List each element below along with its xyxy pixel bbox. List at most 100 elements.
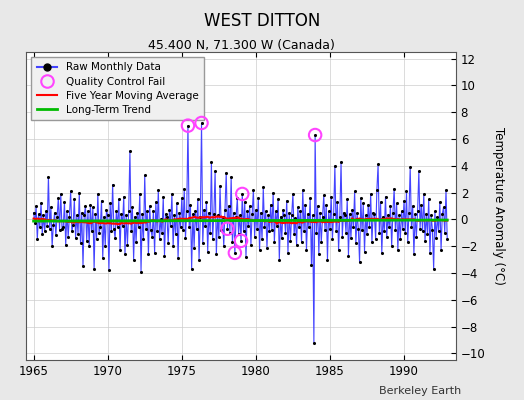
Point [147, 227, 155, 233]
Point [77, 240, 85, 247]
Point [261, 208, 270, 214]
Point [316, 210, 324, 216]
Point [238, 191, 246, 197]
Point [272, 223, 281, 229]
Point [389, 210, 397, 216]
Y-axis label: Temperature Anomaly (°C): Temperature Anomaly (°C) [492, 127, 505, 285]
Point [353, 210, 361, 216]
Point [216, 183, 224, 189]
Point [279, 207, 287, 213]
Point [121, 251, 129, 258]
Point [223, 226, 232, 232]
Point [314, 251, 323, 258]
Point [410, 251, 418, 258]
Point [291, 215, 300, 221]
Point [342, 230, 350, 236]
Point [320, 192, 328, 198]
Point [100, 214, 108, 220]
Point [242, 254, 250, 260]
Point [201, 223, 210, 229]
Point [128, 204, 137, 210]
Point [159, 194, 168, 200]
Point [263, 244, 271, 251]
Point [143, 208, 151, 214]
Point [391, 227, 400, 233]
Point [82, 238, 91, 244]
Point [96, 224, 104, 231]
Point [233, 195, 242, 201]
Point [349, 224, 357, 231]
Point [237, 238, 245, 244]
Point [236, 212, 244, 218]
Point [64, 234, 72, 240]
Point [428, 227, 436, 233]
Point [227, 173, 235, 180]
Point [359, 200, 367, 206]
Point [186, 202, 194, 208]
Point [86, 202, 95, 208]
Point [224, 203, 233, 209]
Point [282, 198, 291, 204]
Point [206, 230, 214, 236]
Point [81, 203, 90, 209]
Point [149, 208, 158, 214]
Point [35, 211, 43, 217]
Point [293, 204, 302, 210]
Point [42, 208, 50, 214]
Point [378, 250, 386, 256]
Point [56, 227, 64, 233]
Point [129, 256, 138, 263]
Point [327, 194, 335, 200]
Point [79, 263, 87, 270]
Point [37, 200, 45, 206]
Point [210, 211, 218, 217]
Point [94, 191, 102, 197]
Point [295, 224, 303, 231]
Point [281, 230, 290, 236]
Point [338, 234, 346, 240]
Point [231, 250, 239, 256]
Point [158, 230, 166, 236]
Legend: Raw Monthly Data, Quality Control Fail, Five Year Moving Average, Long-Term Tren: Raw Monthly Data, Quality Control Fail, … [31, 57, 204, 120]
Point [307, 262, 315, 268]
Point [194, 196, 202, 202]
Point [67, 188, 75, 194]
Point [169, 243, 177, 249]
Point [157, 216, 165, 222]
Point [101, 243, 110, 249]
Point [223, 226, 232, 232]
Point [231, 250, 239, 256]
Point [413, 208, 422, 214]
Point [248, 211, 256, 217]
Point [202, 199, 211, 205]
Point [65, 214, 73, 220]
Point [39, 212, 48, 218]
Point [381, 194, 390, 200]
Point [91, 211, 100, 217]
Point [154, 187, 162, 193]
Point [111, 235, 119, 241]
Point [238, 191, 246, 197]
Point [203, 248, 212, 255]
Point [258, 236, 266, 243]
Point [365, 224, 374, 231]
Point [125, 208, 133, 214]
Point [383, 234, 391, 240]
Point [196, 214, 204, 220]
Point [268, 227, 276, 233]
Point [137, 268, 145, 275]
Point [257, 210, 265, 216]
Point [392, 200, 401, 206]
Point [127, 228, 135, 235]
Point [357, 195, 365, 201]
Point [332, 228, 340, 235]
Point [402, 188, 411, 194]
Point [265, 228, 274, 235]
Point [394, 247, 402, 253]
Point [239, 228, 248, 235]
Point [195, 256, 203, 263]
Point [179, 227, 187, 233]
Point [200, 207, 208, 213]
Point [113, 224, 122, 231]
Point [399, 226, 407, 232]
